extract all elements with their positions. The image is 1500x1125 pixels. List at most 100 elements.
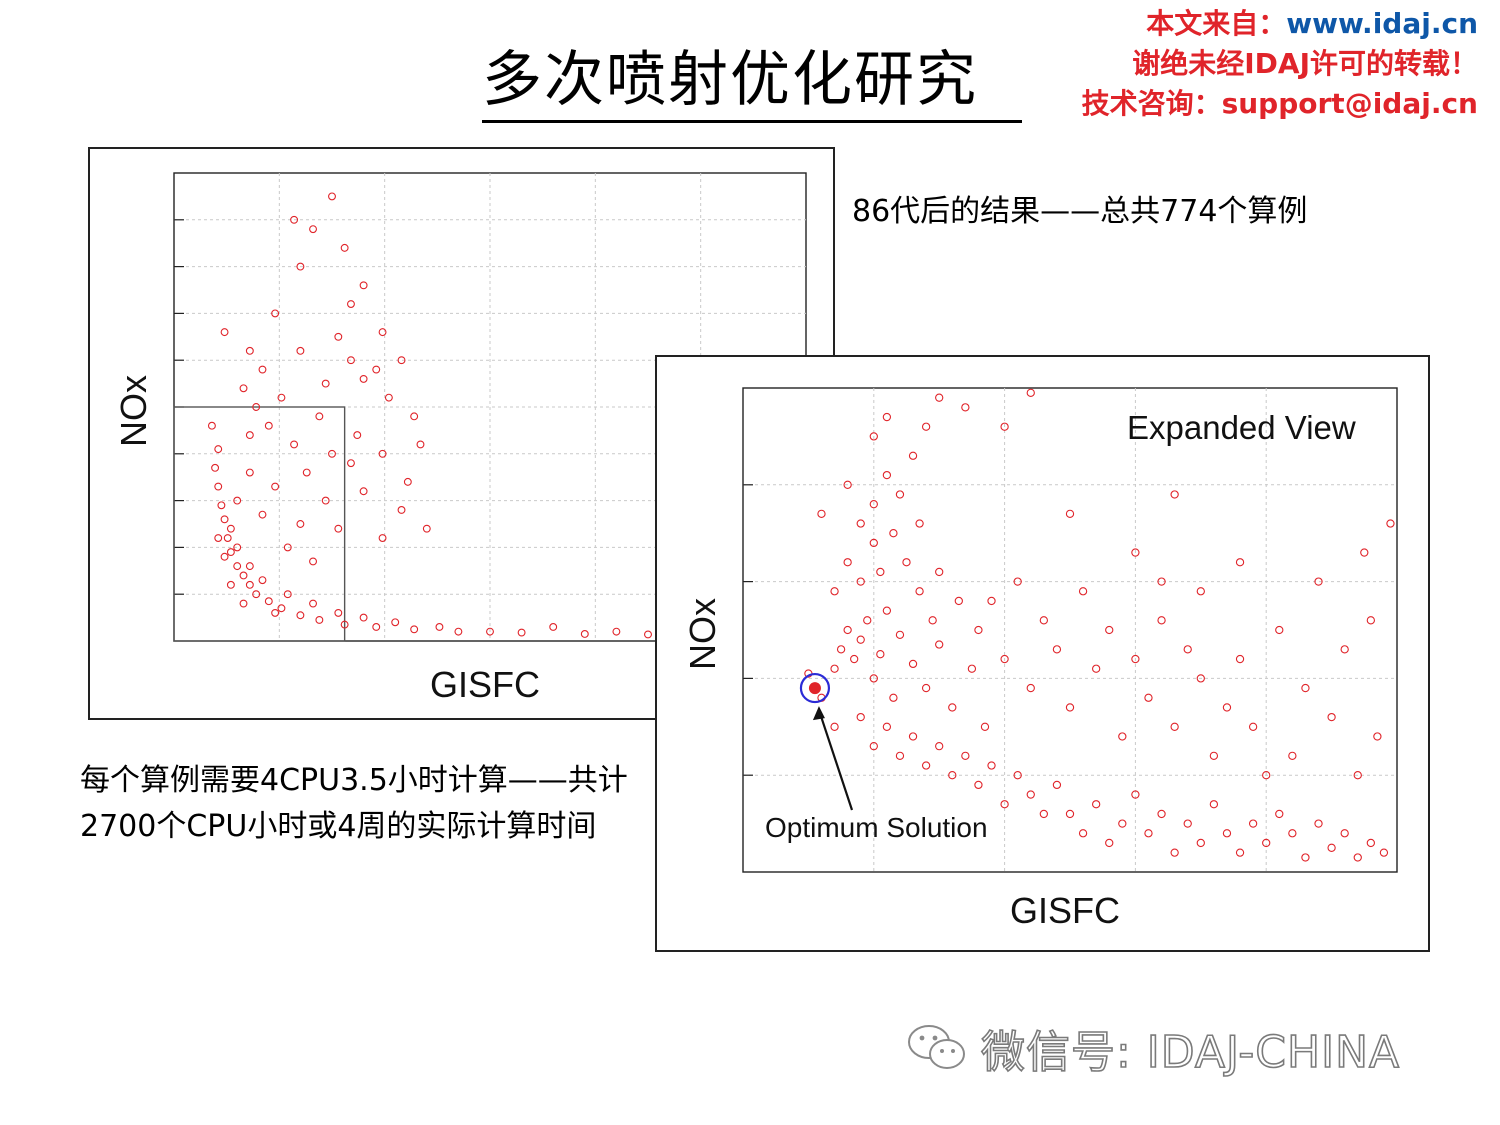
data-point	[987, 596, 996, 606]
data-point	[353, 431, 362, 440]
data-point	[1052, 645, 1062, 654]
data-point	[359, 374, 368, 383]
data-point	[836, 645, 846, 654]
data-point	[889, 529, 898, 538]
data-point	[1209, 800, 1219, 809]
data-point	[1144, 829, 1153, 838]
data-point	[347, 459, 355, 468]
data-point	[340, 620, 349, 629]
data-point	[830, 722, 839, 731]
data-point	[416, 440, 425, 449]
data-point	[980, 722, 990, 731]
data-point	[321, 496, 330, 505]
data-point	[334, 608, 343, 617]
data-point	[882, 722, 892, 731]
data-point	[220, 552, 229, 561]
data-point	[1360, 548, 1369, 557]
data-point	[309, 599, 317, 608]
data-point	[1366, 838, 1375, 848]
data-point	[315, 615, 324, 624]
data-point	[1366, 616, 1375, 625]
data-point	[239, 599, 248, 608]
data-point	[1379, 848, 1389, 857]
data-point	[1222, 703, 1232, 712]
data-point	[1000, 800, 1009, 809]
data-point	[1039, 809, 1048, 819]
data-point	[961, 403, 970, 412]
data-point	[226, 580, 235, 589]
data-point	[935, 567, 944, 577]
data-point	[876, 650, 885, 659]
data-point	[211, 463, 220, 472]
data-point	[895, 490, 905, 499]
data-point	[220, 328, 229, 337]
data-point	[921, 761, 931, 770]
data-point	[1248, 819, 1258, 828]
data-point	[1092, 800, 1101, 809]
data-point	[302, 468, 311, 477]
data-point	[1065, 809, 1075, 819]
data-point	[334, 524, 343, 533]
data-point	[612, 627, 621, 636]
data-point	[340, 243, 349, 252]
data-point	[1373, 732, 1382, 741]
data-point	[252, 403, 261, 411]
data-point	[1052, 780, 1062, 790]
data-point	[296, 520, 305, 528]
data-point	[435, 623, 444, 631]
data-point	[948, 703, 957, 712]
data-point	[296, 346, 305, 355]
data-point	[830, 587, 839, 596]
data-point	[1144, 693, 1153, 702]
data-point	[1340, 645, 1349, 654]
data-point	[580, 630, 589, 638]
data-point	[1078, 829, 1088, 838]
data-point	[296, 262, 305, 271]
data-point	[233, 562, 242, 571]
data-point	[1196, 674, 1205, 683]
notice-line-support: 技术咨询：support@idaj.cn	[1082, 84, 1478, 124]
notice-line-reprint: 谢绝未经IDAJ许可的转载！	[1132, 47, 1478, 80]
data-point	[987, 761, 996, 770]
data-point	[290, 215, 299, 224]
data-point	[233, 496, 242, 505]
data-point	[233, 543, 242, 552]
data-point	[245, 562, 254, 571]
data-point	[309, 225, 317, 234]
chart-title-expanded: Expanded View	[1127, 409, 1356, 446]
data-point	[1235, 848, 1245, 857]
data-point	[948, 771, 957, 780]
data-point	[245, 580, 254, 589]
data-point	[1000, 654, 1009, 664]
data-point	[1248, 722, 1258, 731]
data-point	[397, 356, 406, 365]
notice-support-email[interactable]: support@idaj.cn	[1221, 87, 1478, 120]
data-point	[915, 519, 924, 528]
data-point	[850, 654, 859, 664]
plot-area	[742, 387, 1398, 873]
data-point	[882, 606, 892, 615]
data-point	[271, 608, 280, 617]
data-point	[1105, 625, 1114, 635]
annotation-optimum-solution: Optimum Solution	[765, 812, 988, 843]
data-point	[359, 613, 368, 622]
data-point	[1170, 848, 1179, 857]
data-point	[1262, 838, 1271, 848]
data-point	[869, 538, 878, 548]
data-point	[882, 470, 892, 480]
data-point	[217, 501, 226, 510]
results-caption: 86代后的结果——总共774个算例	[852, 194, 1308, 229]
data-point	[245, 431, 254, 440]
x-axis-label: GISFC	[1010, 890, 1120, 931]
data-point	[974, 625, 983, 635]
data-point	[908, 451, 918, 460]
y-axis-label-group: NOx	[113, 375, 154, 447]
data-point	[843, 558, 852, 567]
data-point	[1170, 722, 1179, 731]
data-point	[1157, 616, 1166, 625]
page-title: 多次喷射优化研究	[482, 40, 1022, 123]
notice-site-link[interactable]: www.idaj.cn	[1286, 7, 1478, 40]
data-point	[1196, 838, 1205, 848]
data-point	[207, 421, 216, 430]
annotation-arrowhead	[812, 706, 825, 721]
